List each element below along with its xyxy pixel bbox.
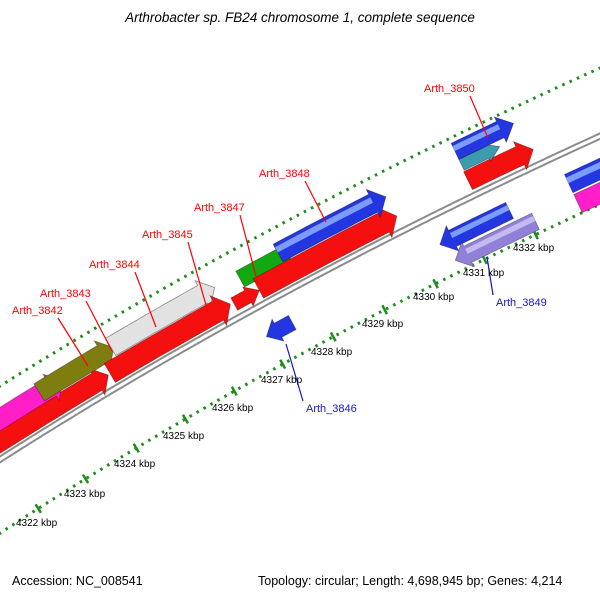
gene-label[interactable]: Arth_3850 <box>424 83 475 95</box>
gene-label-leader <box>239 214 259 285</box>
ruler-dotted-line-outer <box>0 66 600 388</box>
gene-label-leader <box>304 180 327 223</box>
sequence-title: Arthrobacter sp. FB24 chromosome 1, comp… <box>125 10 475 25</box>
gene-label-leader <box>486 256 494 296</box>
ruler-tick-label: 4329 kbp <box>362 319 404 330</box>
topology-text: Topology: circular; Length: 4,698,945 bp… <box>258 574 563 588</box>
ruler-tick-mark <box>81 473 90 484</box>
accession-text: Accession: NC_008541 <box>12 574 143 588</box>
gene-label-leader <box>469 95 489 139</box>
gene-label[interactable]: Arth_3846 <box>306 403 357 415</box>
gene-label[interactable]: Arth_3843 <box>40 288 91 300</box>
gene-label[interactable]: Arth_3844 <box>89 259 140 271</box>
gene-arrow-red-5[interactable] <box>463 140 534 191</box>
ruler-tick-label: 4325 kbp <box>163 431 205 442</box>
ruler-tick-mark <box>132 443 140 453</box>
ruler-tick-mark <box>34 503 42 514</box>
ruler-tick-label: 4326 kbp <box>212 403 254 414</box>
gene-label-leader <box>134 271 157 328</box>
chromosome-backbone-gap <box>0 134 600 462</box>
gene-arrow-blue-3846[interactable] <box>265 314 297 342</box>
gene-arrow-highlight <box>275 197 373 253</box>
gene-arrow-highlight <box>452 124 501 151</box>
ruler-tick-label: 4328 kbp <box>311 347 353 358</box>
gene-label[interactable]: Arth_3845 <box>142 229 193 241</box>
gene-label-leader <box>285 343 304 402</box>
gene-label[interactable]: Arth_3847 <box>194 202 245 214</box>
gene-arrow-highlight <box>465 216 536 254</box>
gene-arrow-red-4[interactable] <box>252 206 398 299</box>
ruler-tick-label: 4324 kbp <box>114 459 156 470</box>
gene-arrow-magenta-right[interactable] <box>573 157 600 214</box>
ruler-tick-label: 4327 kbp <box>261 375 303 386</box>
ruler-tick-mark <box>279 359 287 370</box>
gene-label[interactable]: Arth_3848 <box>259 168 310 180</box>
gene-arrow-olive[interactable] <box>33 340 115 402</box>
gene-label[interactable]: Arth_3842 <box>12 305 63 317</box>
gene-arrow-red-3[interactable] <box>230 286 260 311</box>
gene-label-leader <box>187 241 209 313</box>
ruler-tick-label: 4322 kbp <box>16 518 58 529</box>
ruler-tick-label: 4330 kbp <box>413 292 455 303</box>
gene-arrow-highlight <box>449 205 510 238</box>
gene-label[interactable]: Arth_3849 <box>496 297 547 309</box>
gene-label-leader <box>85 300 113 352</box>
ruler-tick-label: 4332 kbp <box>513 243 555 254</box>
gene-arrow-highlight <box>565 161 600 184</box>
ruler-tick-mark <box>181 414 190 424</box>
gene-label-leader <box>57 317 89 367</box>
ruler-tick-label: 4331 kbp <box>463 268 505 279</box>
ruler-tick-mark <box>432 278 439 289</box>
gene-arrow-red-2[interactable] <box>103 294 231 384</box>
gene-arrow-teal[interactable] <box>458 143 501 171</box>
status-bar: Accession: NC_008541 Topology: circular;… <box>0 572 600 588</box>
ruler-tick-mark <box>329 331 337 342</box>
ruler-tick-mark <box>381 304 389 315</box>
ruler-tick-label: 4323 kbp <box>64 489 106 500</box>
ruler-tick-mark <box>230 386 238 397</box>
